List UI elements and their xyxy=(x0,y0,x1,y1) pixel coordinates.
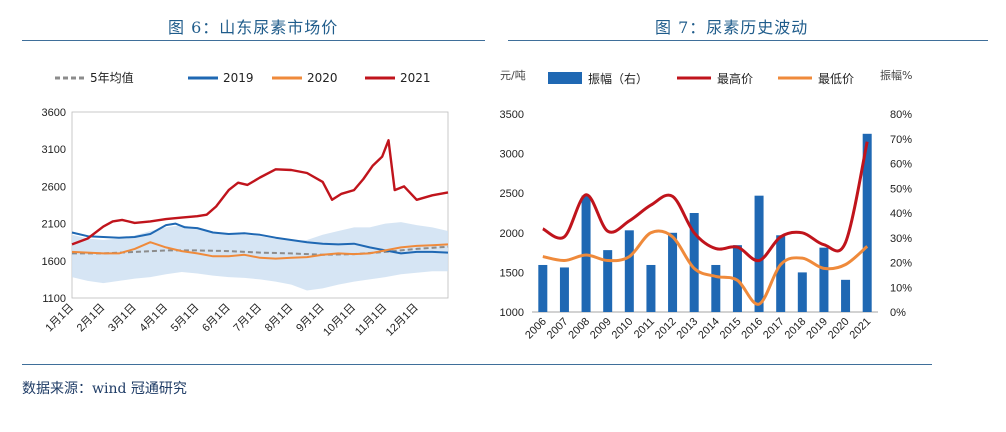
right-left-y-tick-label: 1500 xyxy=(500,267,524,279)
left-x-tick-label: 7月1日 xyxy=(231,302,264,335)
amplitude-bar-2012 xyxy=(668,232,678,312)
left-y-tick-label: 1100 xyxy=(42,293,66,305)
legend-label-2021: 2021 xyxy=(400,71,431,85)
amplitude-bar-2019 xyxy=(819,247,829,312)
right-left-y-axis: 1000 1500 2000 2500 3000 3500 xyxy=(500,109,524,319)
legend-label-5年均值: 5年均值 xyxy=(90,70,134,85)
left-chart-title: 图 6：山东尿素市场价 xyxy=(168,18,339,37)
amplitude-bar-2010 xyxy=(624,230,634,312)
amplitude-bar-2006 xyxy=(538,264,548,312)
left-x-tick-label: 6月1日 xyxy=(200,302,233,335)
right-x-tick-label: 2014 xyxy=(696,316,722,342)
right-chart-title: 图 7：尿素历史波动 xyxy=(655,18,809,37)
left-y-tick-label: 1600 xyxy=(42,256,66,268)
amplitude-bars xyxy=(538,133,872,312)
left-x-tick-label: 5月1日 xyxy=(169,302,202,335)
right-right-y-tick-label: 30% xyxy=(890,233,912,245)
right-x-tick-label: 2017 xyxy=(761,316,787,342)
data-source: 数据来源：wind 冠通研究 xyxy=(22,381,187,397)
legend-label-最低价: 最低价 xyxy=(818,72,854,86)
left-x-tick-label: 2月1日 xyxy=(75,302,108,335)
right-chart: 1000 1500 2000 2500 3000 3500 0% 10% 20% 30% 40% 5… xyxy=(500,68,913,341)
right-x-tick-label: 2021 xyxy=(848,316,874,342)
right-right-y-tick-label: 60% xyxy=(890,159,912,171)
right-right-y-tick-label: 80% xyxy=(890,109,912,121)
amplitude-bar-2016 xyxy=(754,195,764,312)
bottom-rule xyxy=(22,364,932,365)
right-axis-unit: 振幅% xyxy=(880,68,912,82)
right-x-tick-label: 2013 xyxy=(675,316,701,342)
series-line-最高价 xyxy=(542,141,869,263)
legend-label-最高价: 最高价 xyxy=(717,71,753,86)
right-x-tick-label: 2006 xyxy=(523,316,549,342)
right-left-y-tick-label: 2500 xyxy=(500,188,524,200)
right-left-y-tick-label: 2000 xyxy=(500,228,524,240)
right-right-y-tick-label: 10% xyxy=(890,282,912,294)
left-axis-unit: 元/吨 xyxy=(500,69,526,82)
series-line-5年均值 xyxy=(72,245,449,256)
right-left-y-tick-label: 1000 xyxy=(500,307,524,319)
right-x-tick-label: 2012 xyxy=(653,316,679,342)
right-right-y-tick-label: 20% xyxy=(890,258,912,270)
amplitude-bar-2018 xyxy=(797,272,807,312)
left-series-lines xyxy=(71,139,449,260)
right-left-y-tick-label: 3000 xyxy=(500,149,524,161)
right-x-tick-label: 2009 xyxy=(588,316,614,342)
amplitude-bar-2021 xyxy=(862,133,872,312)
left-x-tick-label: 10月1日 xyxy=(321,302,358,339)
left-x-tick-label: 11月1日 xyxy=(353,302,389,338)
right-right-y-tick-label: 40% xyxy=(890,208,912,220)
right-x-tick-label: 2010 xyxy=(610,316,636,342)
left-x-axis: 1月1日2月1日3月1日4月1日5月1日6月1日7月1日8月1日9月1日10月1… xyxy=(43,302,420,339)
series-line-2020 xyxy=(71,241,449,260)
five-year-range-band xyxy=(72,222,448,291)
left-plot-frame xyxy=(71,111,449,299)
right-left-y-tick-label: 3500 xyxy=(500,109,524,121)
amplitude-bar-2013 xyxy=(689,213,699,312)
right-right-y-tick-label: 0% xyxy=(890,307,906,319)
right-x-tick-label: 2016 xyxy=(739,316,765,342)
series-line-最低价 xyxy=(542,229,869,306)
left-x-tick-label: 1月1日 xyxy=(43,302,76,335)
right-x-axis: 2006200720082009201020112012201320142015… xyxy=(523,316,873,342)
right-x-tick-label: 2007 xyxy=(545,316,571,342)
series-line-2021 xyxy=(71,139,449,246)
right-x-tick-label: 2008 xyxy=(566,316,592,342)
left-y-tick-label: 2600 xyxy=(42,181,66,193)
right-x-tick-label: 2020 xyxy=(826,316,852,342)
amplitude-bar-2017 xyxy=(776,235,786,312)
right-right-y-tick-label: 70% xyxy=(890,134,912,146)
legend-label-2020: 2020 xyxy=(307,71,338,85)
amplitude-bar-2014 xyxy=(711,264,721,312)
range-band-area xyxy=(72,222,448,291)
right-x-tick-label: 2011 xyxy=(632,316,657,341)
left-y-tick-label: 3600 xyxy=(42,107,66,119)
amplitude-bar-2011 xyxy=(646,264,656,312)
right-right-y-axis: 0% 10% 20% 30% 40% 50% 60% 70% 80% xyxy=(890,109,912,319)
left-x-tick-label: 8月1日 xyxy=(263,302,296,335)
legend-label-2019: 2019 xyxy=(223,71,254,85)
right-x-tick-label: 2018 xyxy=(783,316,809,342)
left-chart: 1100 1600 2100 2600 3100 3600 1月1日2月1日3月1日4月1… xyxy=(42,70,449,339)
legend-swatch-amplitude xyxy=(548,72,582,84)
left-y-tick-label: 3100 xyxy=(42,144,66,156)
left-legend: 5年均值 2019 2020 2021 xyxy=(55,70,431,85)
left-y-tick-label: 2100 xyxy=(42,219,66,231)
left-x-tick-label: 12月1日 xyxy=(384,302,421,339)
left-title-rule xyxy=(22,40,485,41)
right-x-tick-label: 2015 xyxy=(718,316,744,342)
left-y-axis: 1100 1600 2100 2600 3100 3600 xyxy=(42,107,66,305)
right-x-tick-label: 2019 xyxy=(804,316,830,342)
right-series-lines xyxy=(542,141,869,306)
right-title-rule xyxy=(508,40,988,41)
legend-label-振幅（右）: 振幅（右） xyxy=(588,71,648,86)
amplitude-bar-2007 xyxy=(559,267,569,312)
left-x-tick-label: 4月1日 xyxy=(137,302,170,335)
right-legend: 振幅（右） 最高价 最低价 xyxy=(548,71,854,86)
left-x-tick-label: 3月1日 xyxy=(106,302,139,335)
amplitude-bar-2020 xyxy=(841,279,851,312)
amplitude-bar-2009 xyxy=(603,250,613,312)
right-right-y-tick-label: 50% xyxy=(890,183,912,195)
